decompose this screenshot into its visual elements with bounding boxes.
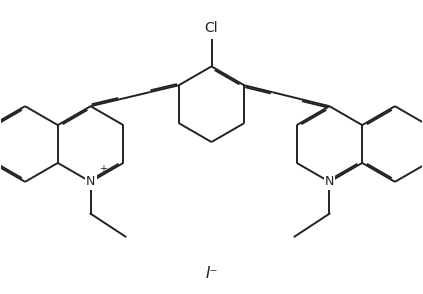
Text: N: N	[86, 175, 95, 188]
Text: N: N	[325, 175, 334, 188]
Text: I⁻: I⁻	[205, 266, 218, 281]
Text: +: +	[99, 164, 107, 174]
Text: Cl: Cl	[205, 21, 218, 34]
